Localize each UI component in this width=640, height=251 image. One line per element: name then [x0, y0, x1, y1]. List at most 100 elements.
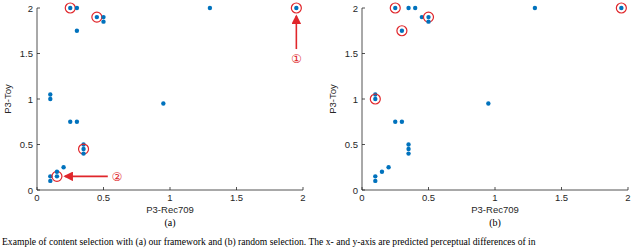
- point: [400, 29, 404, 33]
- x-tick: [37, 187, 38, 190]
- point: [380, 170, 384, 174]
- x-tick: [170, 187, 171, 190]
- y-tick: [37, 99, 40, 100]
- x-tick: [628, 187, 629, 190]
- x-tick-label: 0.5: [97, 192, 110, 203]
- y-tick: [362, 190, 365, 191]
- caption: Example of content selection with (a) ou…: [2, 236, 536, 248]
- point: [373, 174, 377, 178]
- point: [406, 142, 410, 146]
- y-tick-label: 0: [353, 185, 358, 196]
- y-tick-label: 1.5: [345, 48, 358, 59]
- point: [81, 151, 85, 155]
- point: [426, 19, 430, 23]
- point: [406, 6, 410, 10]
- x-tick-label: 1: [492, 192, 497, 203]
- x-tick: [495, 187, 496, 190]
- x-tick-label: 1.5: [555, 192, 568, 203]
- x-tick: [428, 187, 429, 190]
- point: [294, 6, 298, 10]
- point: [48, 97, 52, 101]
- annotation-arrow: [65, 176, 108, 178]
- y-axis-label: P3-Toy: [327, 84, 338, 114]
- selected-ring: [397, 26, 407, 36]
- point: [68, 6, 72, 10]
- plot-area: [370, 3, 626, 183]
- y-tick: [362, 8, 365, 9]
- x-axis-label: P3-Rec709: [471, 204, 519, 215]
- y-tick-label: 2: [28, 3, 33, 14]
- panel-title: (a): [164, 217, 175, 229]
- x-tick-label: 2: [300, 192, 305, 203]
- point: [619, 6, 623, 10]
- point: [55, 170, 59, 174]
- x-tick-label: 1: [167, 192, 172, 203]
- x-axis-label: P3-Rec709: [146, 204, 194, 215]
- point: [373, 179, 377, 183]
- point: [68, 120, 72, 124]
- panel: 0 0.5 1 1.5 2 0 0.5 1 1.5 2 P3-Rec709 P3-Toy (a) ① ②: [2, 3, 306, 230]
- point: [75, 120, 79, 124]
- x-tick-label: 0.5: [422, 192, 435, 203]
- point: [48, 179, 52, 183]
- point: [75, 6, 79, 10]
- panel: 0 0.5 1 1.5 2 0 0.5 1 1.5 2 P3-Rec709 P3-Toy (b): [327, 3, 631, 230]
- y-tick-label: 1: [28, 94, 33, 105]
- annotation-arrow: [296, 16, 298, 49]
- annotation-label: ①: [291, 52, 302, 66]
- y-tick: [37, 144, 40, 145]
- selected-ring: [92, 12, 102, 22]
- figure: 00.511.5200.511.52P3-Rec709P3-Toy(a)①②00…: [0, 0, 640, 251]
- annotation-label: ②: [111, 170, 122, 184]
- panel-title: (b): [489, 217, 501, 229]
- selected-ring: [370, 94, 380, 104]
- point: [95, 15, 99, 19]
- y-tick-label: 1: [353, 94, 358, 105]
- point: [400, 120, 404, 124]
- point: [208, 6, 212, 10]
- y-tick: [37, 8, 40, 9]
- y-tick-label: 1.5: [20, 48, 33, 59]
- y-tick: [362, 144, 365, 145]
- selected-ring: [616, 3, 626, 13]
- x-tick: [236, 187, 237, 190]
- point: [61, 165, 65, 169]
- x-tick-label: 0: [359, 192, 364, 203]
- point: [48, 92, 52, 96]
- y-tick-label: 0: [28, 185, 33, 196]
- point: [393, 120, 397, 124]
- selected-ring: [390, 3, 400, 13]
- point: [55, 174, 59, 178]
- point: [161, 101, 165, 105]
- y-tick-label: 2: [353, 3, 358, 14]
- point: [486, 101, 490, 105]
- point: [426, 15, 430, 19]
- point: [406, 151, 410, 155]
- point: [533, 6, 537, 10]
- y-tick: [37, 53, 40, 54]
- x-tick: [303, 187, 304, 190]
- x-tick: [103, 187, 104, 190]
- y-tick: [362, 99, 365, 100]
- y-tick-label: 0.5: [20, 139, 33, 150]
- point: [386, 165, 390, 169]
- point: [101, 19, 105, 23]
- point: [373, 97, 377, 101]
- point: [75, 29, 79, 33]
- plot-area: [48, 3, 301, 183]
- x-tick: [561, 187, 562, 190]
- x-tick-label: 0: [34, 192, 39, 203]
- x-tick-label: 1.5: [230, 192, 243, 203]
- y-axis-label: P3-Toy: [2, 84, 13, 114]
- x-tick-label: 2: [625, 192, 630, 203]
- point: [101, 15, 105, 19]
- x-tick: [362, 187, 363, 190]
- selected-ring: [291, 3, 301, 13]
- y-tick: [37, 190, 40, 191]
- point: [406, 147, 410, 151]
- point: [393, 6, 397, 10]
- y-tick: [362, 53, 365, 54]
- y-tick-label: 0.5: [345, 139, 358, 150]
- selected-ring: [65, 3, 75, 13]
- point: [81, 147, 85, 151]
